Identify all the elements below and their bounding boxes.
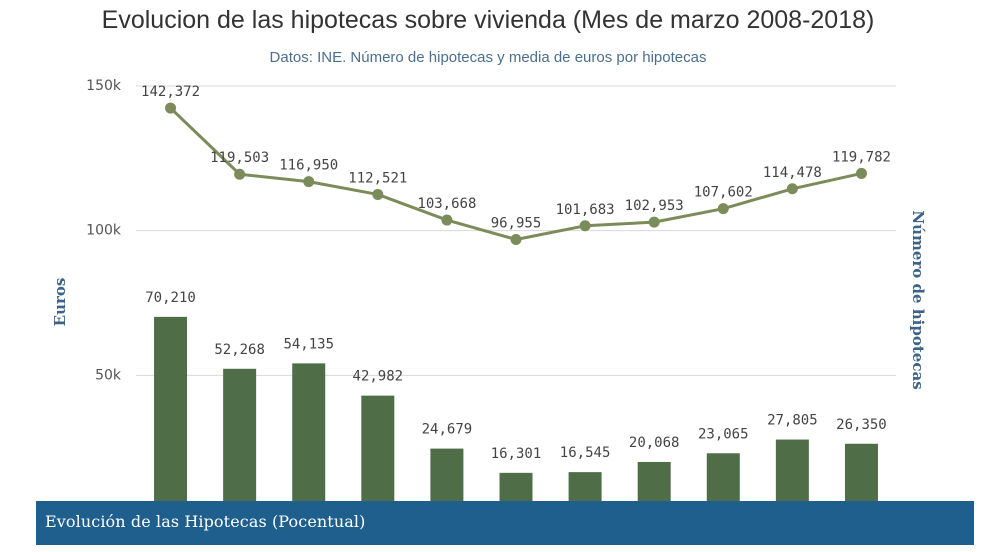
y-tick-label: 150k bbox=[86, 78, 122, 94]
bar bbox=[361, 395, 395, 520]
bar-series bbox=[154, 316, 878, 520]
y-axis-label: Euros bbox=[51, 278, 69, 327]
y-axis-ticks: 50k 100k 150k bbox=[86, 78, 122, 383]
line-data-label: 112,521 bbox=[348, 170, 407, 186]
line-point bbox=[510, 233, 522, 245]
line-data-label: 114,478 bbox=[763, 165, 822, 181]
line-data-labels: 142,372 119,503 116,950 112,521 103,668 96,95… bbox=[141, 84, 891, 231]
line-data-label: 119,782 bbox=[832, 149, 891, 165]
line-data-label: 142,372 bbox=[141, 84, 200, 100]
bar-data-label: 54,135 bbox=[283, 336, 334, 352]
line-data-label: 116,950 bbox=[279, 158, 338, 174]
bar bbox=[223, 368, 257, 520]
bar-data-label: 20,068 bbox=[629, 435, 680, 451]
bar-data-label: 27,805 bbox=[767, 413, 818, 429]
line-point bbox=[234, 168, 246, 180]
line-data-label: 107,602 bbox=[694, 185, 753, 201]
y-tick-label: 100k bbox=[86, 223, 122, 239]
line-point bbox=[648, 216, 660, 228]
bar bbox=[292, 363, 326, 520]
bar-data-labels: 70,210 52,268 54,135 42,982 24,679 16,301 16,5… bbox=[145, 290, 886, 462]
line-data-label: 101,683 bbox=[556, 202, 615, 218]
line-point bbox=[165, 102, 177, 114]
bar-data-label: 42,982 bbox=[353, 369, 404, 385]
bar-data-label: 23,065 bbox=[698, 426, 749, 442]
line-point bbox=[372, 188, 384, 200]
bar-data-label: 16,301 bbox=[491, 446, 542, 462]
image-caption: Evolución de las Hipotecas (Pocentual) bbox=[36, 501, 974, 545]
line-point bbox=[855, 167, 867, 179]
line-data-label: 119,503 bbox=[210, 150, 269, 166]
line-point bbox=[717, 203, 729, 215]
line-data-label: 96,955 bbox=[491, 215, 542, 231]
line-point bbox=[786, 183, 798, 195]
bar-data-label: 16,545 bbox=[560, 445, 611, 461]
bar-data-label: 26,350 bbox=[836, 417, 887, 433]
line-point bbox=[303, 176, 315, 188]
chart-subtitle: Datos: INE. Número de hipotecas y media … bbox=[270, 49, 707, 66]
y-tick-label: 50k bbox=[95, 367, 122, 383]
line-data-label: 102,953 bbox=[625, 198, 684, 214]
bar-data-label: 24,679 bbox=[422, 422, 473, 438]
bar-data-label: 52,268 bbox=[214, 342, 265, 358]
line-series bbox=[165, 102, 867, 245]
bar-data-label: 70,210 bbox=[145, 290, 196, 306]
y2-axis-label: Número de hipotecas bbox=[909, 210, 927, 389]
line-point bbox=[579, 220, 591, 232]
grid-lines bbox=[136, 85, 896, 376]
line-data-label: 103,668 bbox=[417, 196, 476, 212]
chart-title: Evolucion de las hipotecas sobre viviend… bbox=[102, 6, 875, 34]
line-point bbox=[441, 214, 453, 226]
bar bbox=[154, 316, 188, 520]
